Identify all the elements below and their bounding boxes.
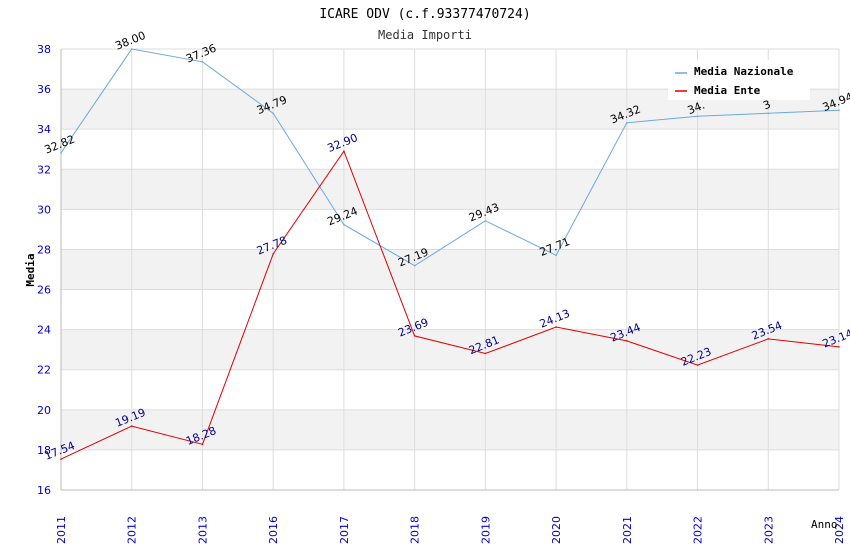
data-label: 17.54 (43, 439, 77, 463)
x-axis-label: Anno (811, 518, 838, 531)
x-tick-label: 2016 (267, 516, 280, 544)
band-26 (61, 249, 839, 290)
legend: Media Nazionale Media Ente (668, 60, 810, 100)
x-tick-label: 2018 (409, 516, 422, 544)
data-point (626, 121, 628, 124)
series-line-media-nazionale (60, 48, 840, 267)
data-point (413, 264, 416, 267)
chart-subtitle: Media Importi (378, 28, 472, 42)
band-30 (61, 169, 839, 210)
y-axis-label: Media (24, 253, 37, 286)
legend-label-media-nazionale: Media Nazionale (694, 65, 794, 78)
data-point (767, 338, 770, 340)
data-point (626, 340, 628, 342)
data-point (60, 458, 62, 460)
y-tick-label: 28 (37, 243, 51, 256)
x-tick-label: 2023 (762, 516, 775, 544)
x-tick-labels: 2011 2012 2013 2016 2017 2018 2019 2020 2021 2022… (55, 516, 846, 544)
data-point (696, 115, 699, 117)
y-tick-labels: 16 18 20 22 24 26 28 30 32 34 36 38 (37, 43, 51, 497)
x-tick-label: 2019 (479, 516, 492, 544)
x-tick-label: 2021 (621, 516, 634, 544)
data-point (838, 109, 840, 112)
data-point (343, 150, 345, 153)
legend-box (668, 60, 810, 100)
data-point (201, 61, 204, 63)
data-point (696, 364, 699, 366)
y-tick-label: 32 (37, 163, 51, 176)
y-tick-label: 18 (37, 444, 51, 457)
y-tick-label: 24 (37, 324, 51, 337)
data-point (838, 346, 840, 348)
y-tick-label: 20 (37, 404, 51, 417)
data-point (343, 223, 345, 226)
legend-label-media-ente: Media Ente (694, 84, 761, 97)
x-tick-label: 2024 (833, 516, 846, 544)
y-tick-label: 30 (37, 203, 51, 216)
data-point (413, 335, 416, 337)
data-point (130, 48, 133, 50)
chart-title: ICARE ODV (c.f.93377470724) (319, 7, 530, 22)
y-tick-label: 36 (37, 83, 51, 96)
y-tick-label: 38 (37, 43, 51, 56)
x-tick-label: 2012 (126, 516, 139, 544)
y-tick-label: 34 (37, 123, 51, 136)
data-point (60, 152, 62, 154)
band-22 (61, 329, 839, 370)
x-tick-label: 2017 (338, 516, 351, 544)
band-18 (61, 409, 839, 450)
data-label: 3 (761, 98, 772, 113)
x-tick-label: 2022 (692, 516, 705, 544)
plot-background-bands (61, 89, 839, 450)
y-tick-label: 26 (37, 284, 51, 297)
x-tick-label: 2011 (55, 516, 68, 544)
data-point (201, 443, 204, 446)
data-point (484, 219, 487, 222)
data-point (484, 352, 487, 355)
data-point (272, 112, 274, 115)
data-label: 32.90 (326, 131, 360, 155)
y-tick-label: 16 (37, 484, 51, 497)
x-tick-label: 2020 (550, 516, 563, 544)
data-point (555, 326, 557, 328)
data-point (555, 254, 557, 257)
data-point (272, 253, 274, 255)
series-lines (60, 48, 840, 460)
y-tick-label: 22 (37, 364, 51, 377)
data-point (767, 112, 770, 115)
data-point (130, 425, 133, 427)
data-label: 34. (686, 99, 707, 118)
data-label: 32.82 (43, 133, 77, 157)
series-line-media-ente (60, 150, 840, 460)
axes (60, 49, 839, 491)
x-tick-label: 2013 (196, 516, 209, 544)
